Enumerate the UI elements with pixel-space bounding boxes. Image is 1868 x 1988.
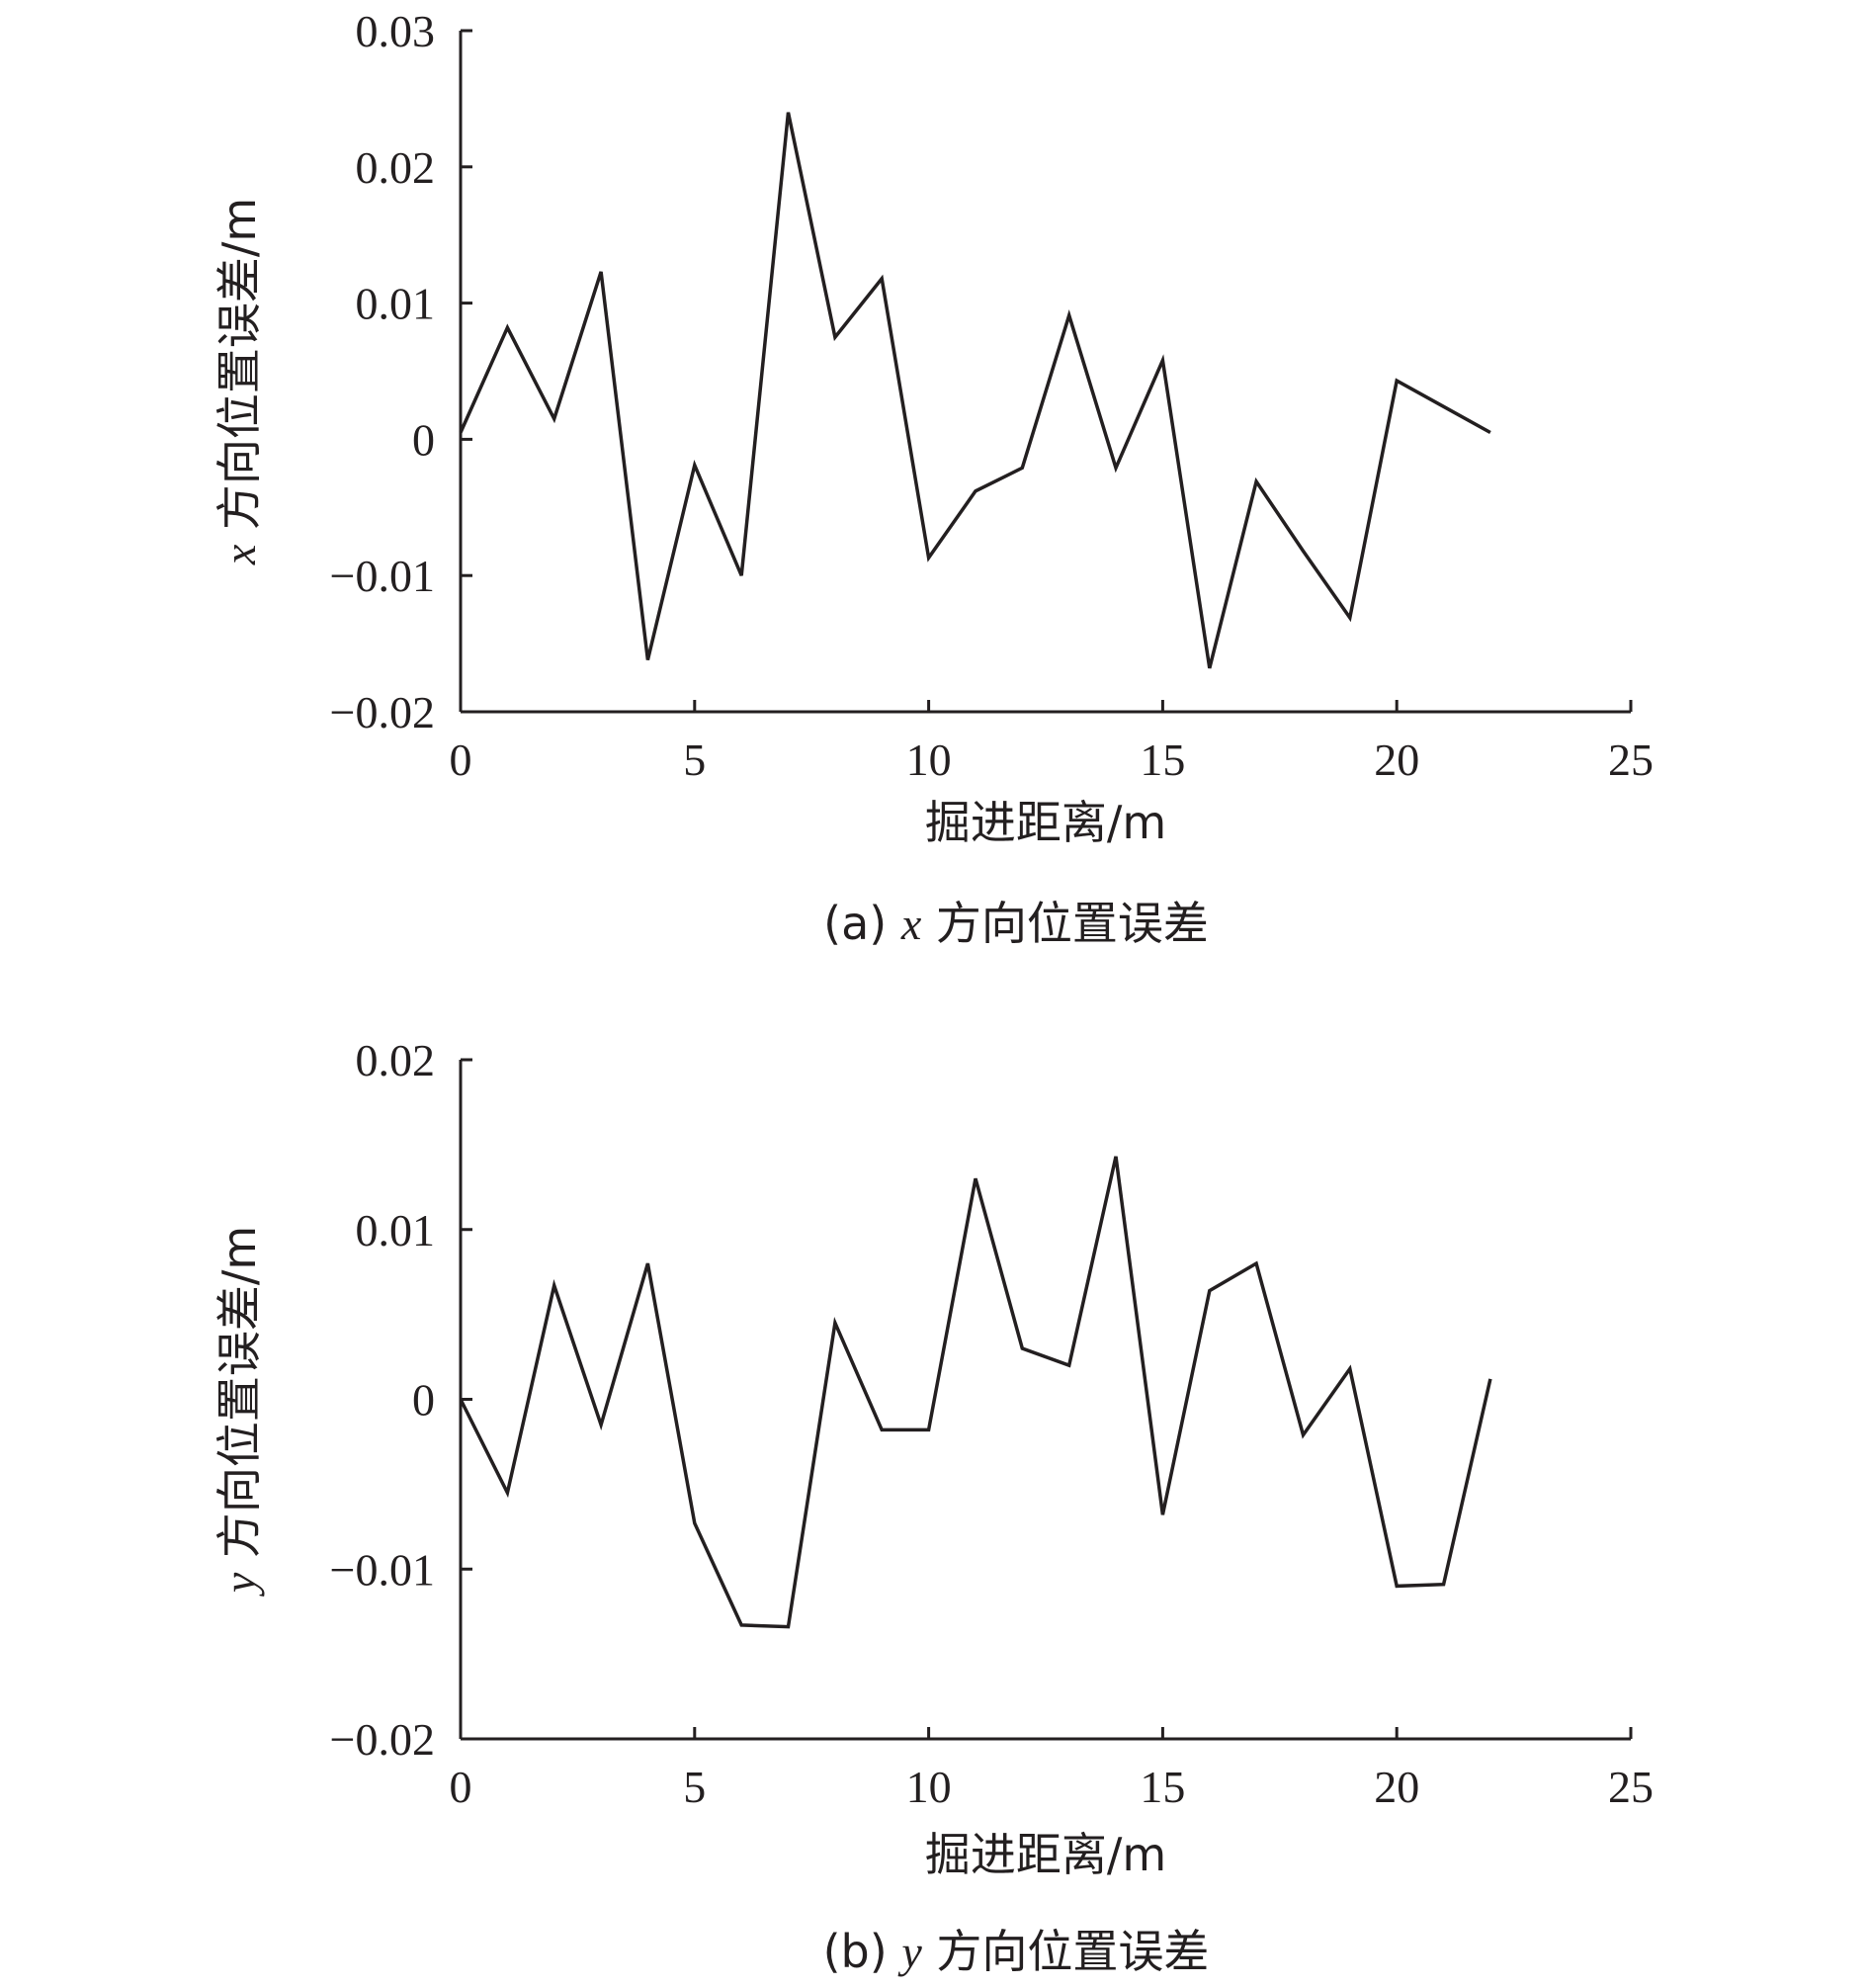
y-axis-title: x 方向位置误差/m [212, 198, 266, 565]
y-axis-title-text: 方向位置误差/m [212, 198, 266, 545]
x-axis-title: 掘进距离/m [925, 1828, 1166, 1881]
caption-variable: x [900, 899, 922, 949]
y-tick-label: 0 [412, 1375, 435, 1426]
caption-variable: y [897, 1927, 922, 1977]
y-tick-label: −0.02 [330, 687, 435, 737]
series-line [459, 1156, 1492, 1629]
y-tick-label: 0.01 [356, 1205, 436, 1255]
y-axis-title: y 方向位置误差/m [212, 1226, 266, 1597]
x-tick-label: 20 [1374, 1762, 1419, 1812]
chart-panel-0: 0 5 10 15 20 250.030.020.010−0.01−0.02掘进距离/mx… [212, 6, 1654, 950]
y-tick-label: −0.01 [330, 551, 435, 601]
caption-text: 方向位置误差 [922, 1925, 1210, 1978]
y-tick-label: 0 [412, 414, 435, 465]
caption-prefix: (b) [823, 1925, 902, 1978]
x-tick-label: 15 [1140, 1762, 1185, 1812]
x-tick-label: 25 [1608, 1762, 1654, 1812]
y-tick-label: −0.01 [330, 1544, 435, 1595]
x-tick-label: 0 [450, 1762, 472, 1812]
x-tick-label: 0 [450, 735, 472, 785]
chart-caption: (b) y 方向位置误差 [823, 1925, 1210, 1978]
chart-caption: (a) x 方向位置误差 [823, 897, 1209, 950]
y-tick-label: 0.02 [356, 142, 436, 193]
x-tick-label: 10 [906, 1762, 952, 1812]
y-tick-label: 0.01 [356, 279, 436, 329]
x-tick-label: 25 [1608, 735, 1654, 785]
y-axis-variable: x [214, 544, 265, 565]
y-tick-label: −0.02 [330, 1714, 435, 1765]
x-tick-label: 5 [683, 735, 706, 785]
caption-prefix: (a) [823, 897, 901, 950]
y-tick-label: 0.02 [356, 1035, 436, 1085]
x-tick-label: 5 [683, 1762, 706, 1812]
y-axis-title-text: 方向位置误差/m [212, 1226, 266, 1573]
y-tick-label: 0.03 [356, 6, 436, 56]
x-axis-title: 掘进距离/m [925, 796, 1166, 849]
caption-text: 方向位置误差 [921, 897, 1209, 950]
x-tick-label: 15 [1140, 735, 1185, 785]
series-line [459, 112, 1491, 669]
x-tick-label: 10 [906, 735, 952, 785]
x-tick-label: 20 [1374, 735, 1419, 785]
y-axis-variable: y [214, 1572, 265, 1597]
